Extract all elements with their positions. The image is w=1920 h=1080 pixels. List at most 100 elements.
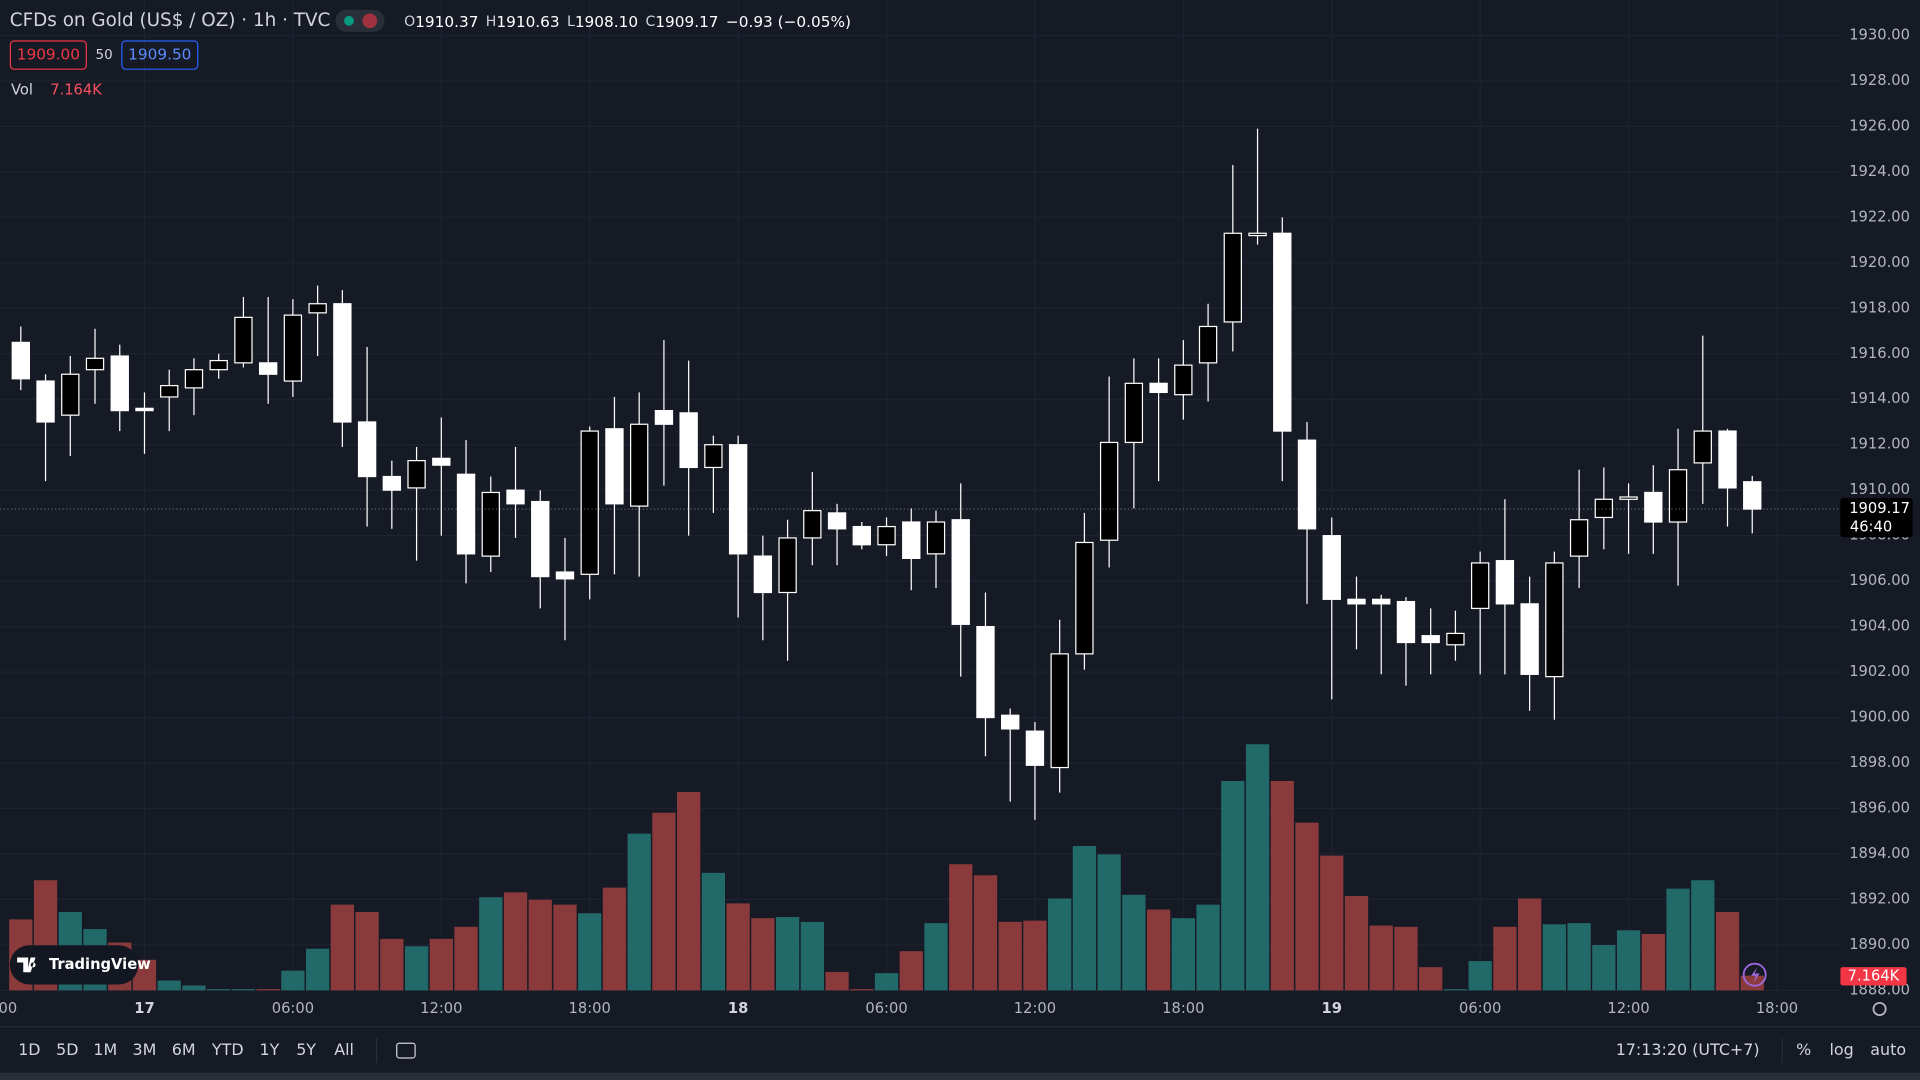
candle-body: [877, 525, 896, 546]
candle-body: [1743, 481, 1762, 510]
candle-body: [506, 489, 525, 505]
volume-bar: [1171, 918, 1195, 991]
volume-bar: [256, 989, 280, 991]
volume-bar: [132, 959, 157, 991]
volume-bar: [1419, 967, 1443, 991]
y-tick-label: 1900.00: [1849, 709, 1910, 726]
candle-body: [1421, 635, 1440, 644]
volume-bar: [380, 938, 404, 991]
y-tick-label: 1902.00: [1849, 663, 1910, 680]
settings-icon[interactable]: [1872, 1001, 1887, 1017]
candle-body: [1099, 441, 1119, 541]
candle-body: [135, 407, 154, 412]
volume-bar: [1715, 912, 1740, 991]
volume-bar: [429, 938, 453, 991]
candle-body: [555, 571, 575, 580]
logo-text[interactable]: TradingView: [49, 956, 151, 973]
volume-bar: [355, 912, 379, 991]
candle-body: [1025, 730, 1045, 766]
volume-bar: [1691, 880, 1715, 991]
buy-price[interactable]: 1909.50: [128, 46, 191, 64]
range-button[interactable]: 3M: [133, 1040, 157, 1059]
volume-bar: [1072, 845, 1097, 991]
clock[interactable]: 17:13:20 (UTC+7): [1616, 1040, 1760, 1059]
candle-body: [1396, 600, 1416, 644]
x-tick-label: 06:00: [1459, 1000, 1501, 1017]
candle-body: [1124, 382, 1144, 444]
symbol-title[interactable]: CFDs on Gold (US$ / OZ) · 1h · TVC: [10, 10, 331, 31]
candle-body: [36, 380, 55, 423]
volume-bar: [751, 918, 775, 991]
candle-body: [1569, 519, 1589, 557]
x-tick-label: 18:00: [0, 1000, 17, 1017]
volume-legend-title: Vol: [11, 82, 33, 99]
range-button[interactable]: 1M: [93, 1040, 117, 1059]
volume-bar: [1740, 975, 1764, 991]
candle-body: [1644, 491, 1663, 523]
candle-body: [803, 510, 822, 539]
volume-legend-value: 7.164K: [50, 82, 102, 99]
range-button[interactable]: 6M: [172, 1040, 196, 1059]
date-range-icon[interactable]: [396, 1042, 416, 1059]
sell-button[interactable]: [9, 40, 87, 70]
auto-toggle[interactable]: auto: [1870, 1040, 1906, 1059]
range-button[interactable]: 1D: [18, 1040, 40, 1059]
alert-bolt: [1751, 967, 1760, 984]
range-button[interactable]: 1Y: [259, 1040, 279, 1059]
range-button[interactable]: 5Y: [296, 1040, 316, 1059]
alert-icon[interactable]: [1742, 962, 1767, 987]
candle-body: [1050, 653, 1069, 769]
volume-bar: [652, 812, 676, 991]
percent-toggle[interactable]: %: [1796, 1040, 1811, 1059]
ohlc-value: 1908.10: [575, 13, 638, 31]
buy-button[interactable]: [121, 40, 199, 70]
range-button[interactable]: 5D: [56, 1040, 78, 1059]
candle-body: [1248, 232, 1267, 237]
candle-body: [753, 555, 773, 594]
volume-bar: [1023, 920, 1047, 991]
candle-body: [728, 444, 748, 555]
y-tick-label: 1926.00: [1849, 117, 1910, 134]
candle-body: [654, 409, 674, 425]
volume-bar: [1344, 896, 1369, 991]
x-tick-label: 18:00: [1756, 1000, 1798, 1017]
x-tick-label: 18:00: [569, 1000, 611, 1017]
volume-bar: [1542, 924, 1566, 991]
candle-body: [704, 444, 723, 469]
range-button[interactable]: All: [334, 1040, 354, 1059]
candle-body: [407, 460, 426, 489]
candle-body: [258, 362, 278, 375]
candle-body: [1322, 535, 1341, 600]
volume-bars: [9, 744, 1764, 991]
volume-bar: [1320, 855, 1344, 991]
logo-badge[interactable]: [9, 945, 139, 985]
candle-body: [11, 341, 30, 380]
sell-price[interactable]: 1909.00: [17, 46, 80, 64]
candle-body: [1001, 714, 1020, 730]
y-tick-label: 1928.00: [1849, 72, 1910, 89]
candle-body: [1347, 598, 1366, 605]
candle-body: [481, 491, 500, 557]
volume-bar: [306, 948, 330, 991]
candle-body: [1149, 382, 1168, 394]
volume-bar: [825, 971, 849, 991]
x-tick-label: 12:00: [420, 1000, 462, 1017]
volume-bar: [454, 926, 478, 991]
ohlc-key: C: [645, 14, 655, 30]
x-tick-label: 18:00: [1162, 1000, 1204, 1017]
candle-body: [1075, 541, 1094, 655]
log-toggle[interactable]: log: [1830, 1040, 1854, 1059]
range-button[interactable]: YTD: [211, 1040, 244, 1059]
y-tick-label: 1896.00: [1849, 799, 1910, 816]
candle-body: [432, 457, 451, 466]
volume-bar: [627, 833, 651, 991]
y-tick-label: 1906.00: [1849, 572, 1910, 589]
volume-bar: [1592, 945, 1616, 991]
volume-bar: [1146, 909, 1171, 991]
volume-bar: [578, 913, 602, 991]
candle-body: [605, 428, 624, 505]
volume-bar: [1097, 854, 1121, 991]
volume-bar: [800, 921, 824, 991]
candle-body: [85, 357, 105, 371]
ohlc-value: 1910.63: [496, 13, 559, 31]
